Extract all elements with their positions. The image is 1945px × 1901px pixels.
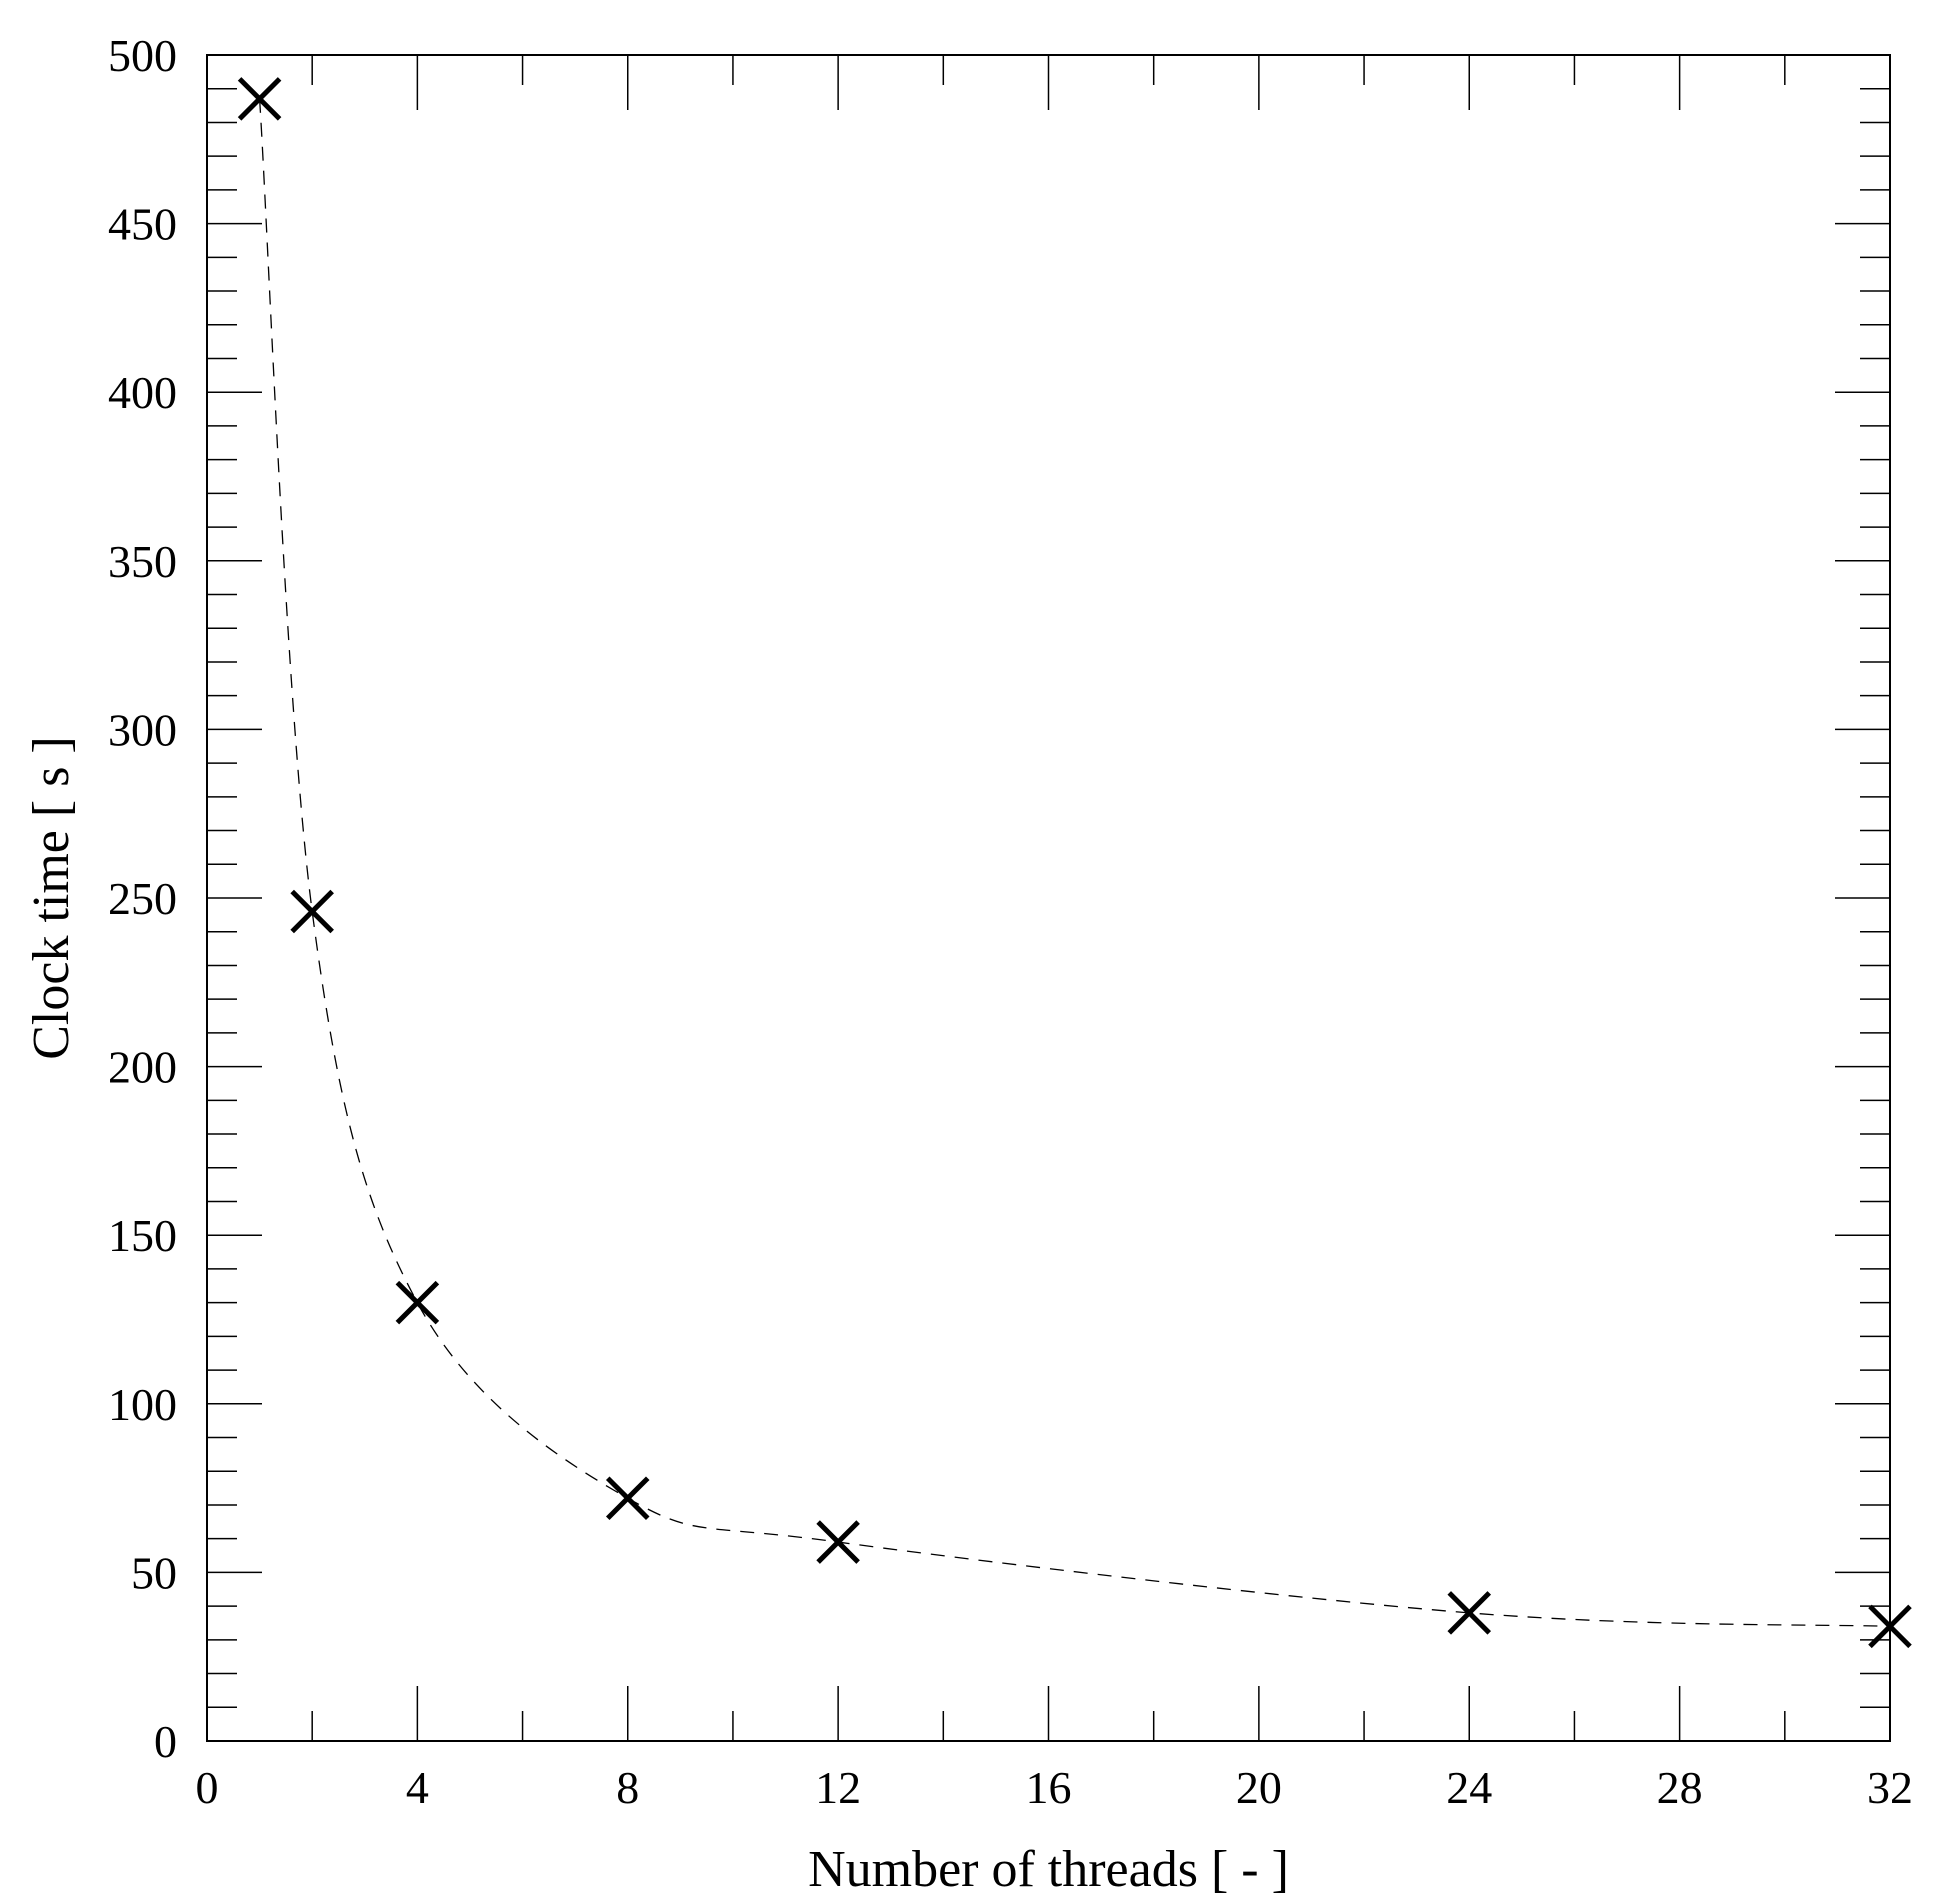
x-tick-label: 24: [1446, 1762, 1492, 1813]
y-tick-labels: 0 50 100 150 200 250 300 350 400 450 500: [108, 30, 177, 1767]
y-tick-label: 300: [108, 704, 177, 755]
series-line: [258, 98, 1891, 1627]
marker-stroke: [237, 77, 282, 121]
marker-stroke: [605, 1476, 650, 1520]
y-tick-label: 150: [108, 1210, 177, 1261]
data-point-marker: [1868, 1604, 1912, 1649]
y-tick-label: 500: [108, 30, 177, 81]
y-tick-label: 450: [108, 199, 177, 250]
data-markers: [237, 77, 1912, 1649]
x-tick-labels: 0 4 8 12 16 20 24 28 32: [196, 1762, 1914, 1813]
y-tick-label: 250: [108, 873, 177, 924]
y-tick-label: 50: [131, 1547, 177, 1598]
data-point-marker: [1447, 1591, 1492, 1635]
x-tick-label: 32: [1867, 1762, 1913, 1813]
x-tick-label: 4: [406, 1762, 429, 1813]
data-point-marker: [605, 1476, 650, 1520]
marker-stroke: [816, 1520, 860, 1564]
x-tick-label: 0: [196, 1762, 219, 1813]
axis-ticks: [206, 54, 1891, 1742]
y-axis-title: Clock time [ s ]: [23, 736, 80, 1060]
data-point-marker: [290, 889, 334, 934]
marker-stroke: [1447, 1591, 1492, 1635]
y-tick-label: 350: [108, 536, 177, 587]
x-tick-label: 8: [616, 1762, 639, 1813]
plot-area-frame: [206, 54, 1891, 1742]
y-tick-label: 0: [154, 1716, 177, 1767]
y-tick-label: 200: [108, 1042, 177, 1093]
y-tick-label: 400: [108, 367, 177, 418]
marker-stroke: [395, 1280, 440, 1325]
data-point-marker: [395, 1280, 440, 1325]
marker-stroke: [1868, 1604, 1912, 1649]
data-point-marker: [816, 1520, 860, 1564]
x-axis-title: Number of threads [ - ]: [808, 1841, 1289, 1898]
x-tick-label: 28: [1657, 1762, 1703, 1813]
data-point-marker: [237, 77, 282, 121]
marker-stroke: [290, 889, 334, 934]
x-tick-label: 12: [815, 1762, 861, 1813]
y-tick-label: 100: [108, 1379, 177, 1430]
series-line-layer: [258, 98, 1891, 1627]
x-tick-label: 16: [1026, 1762, 1072, 1813]
x-tick-label: 20: [1236, 1762, 1282, 1813]
